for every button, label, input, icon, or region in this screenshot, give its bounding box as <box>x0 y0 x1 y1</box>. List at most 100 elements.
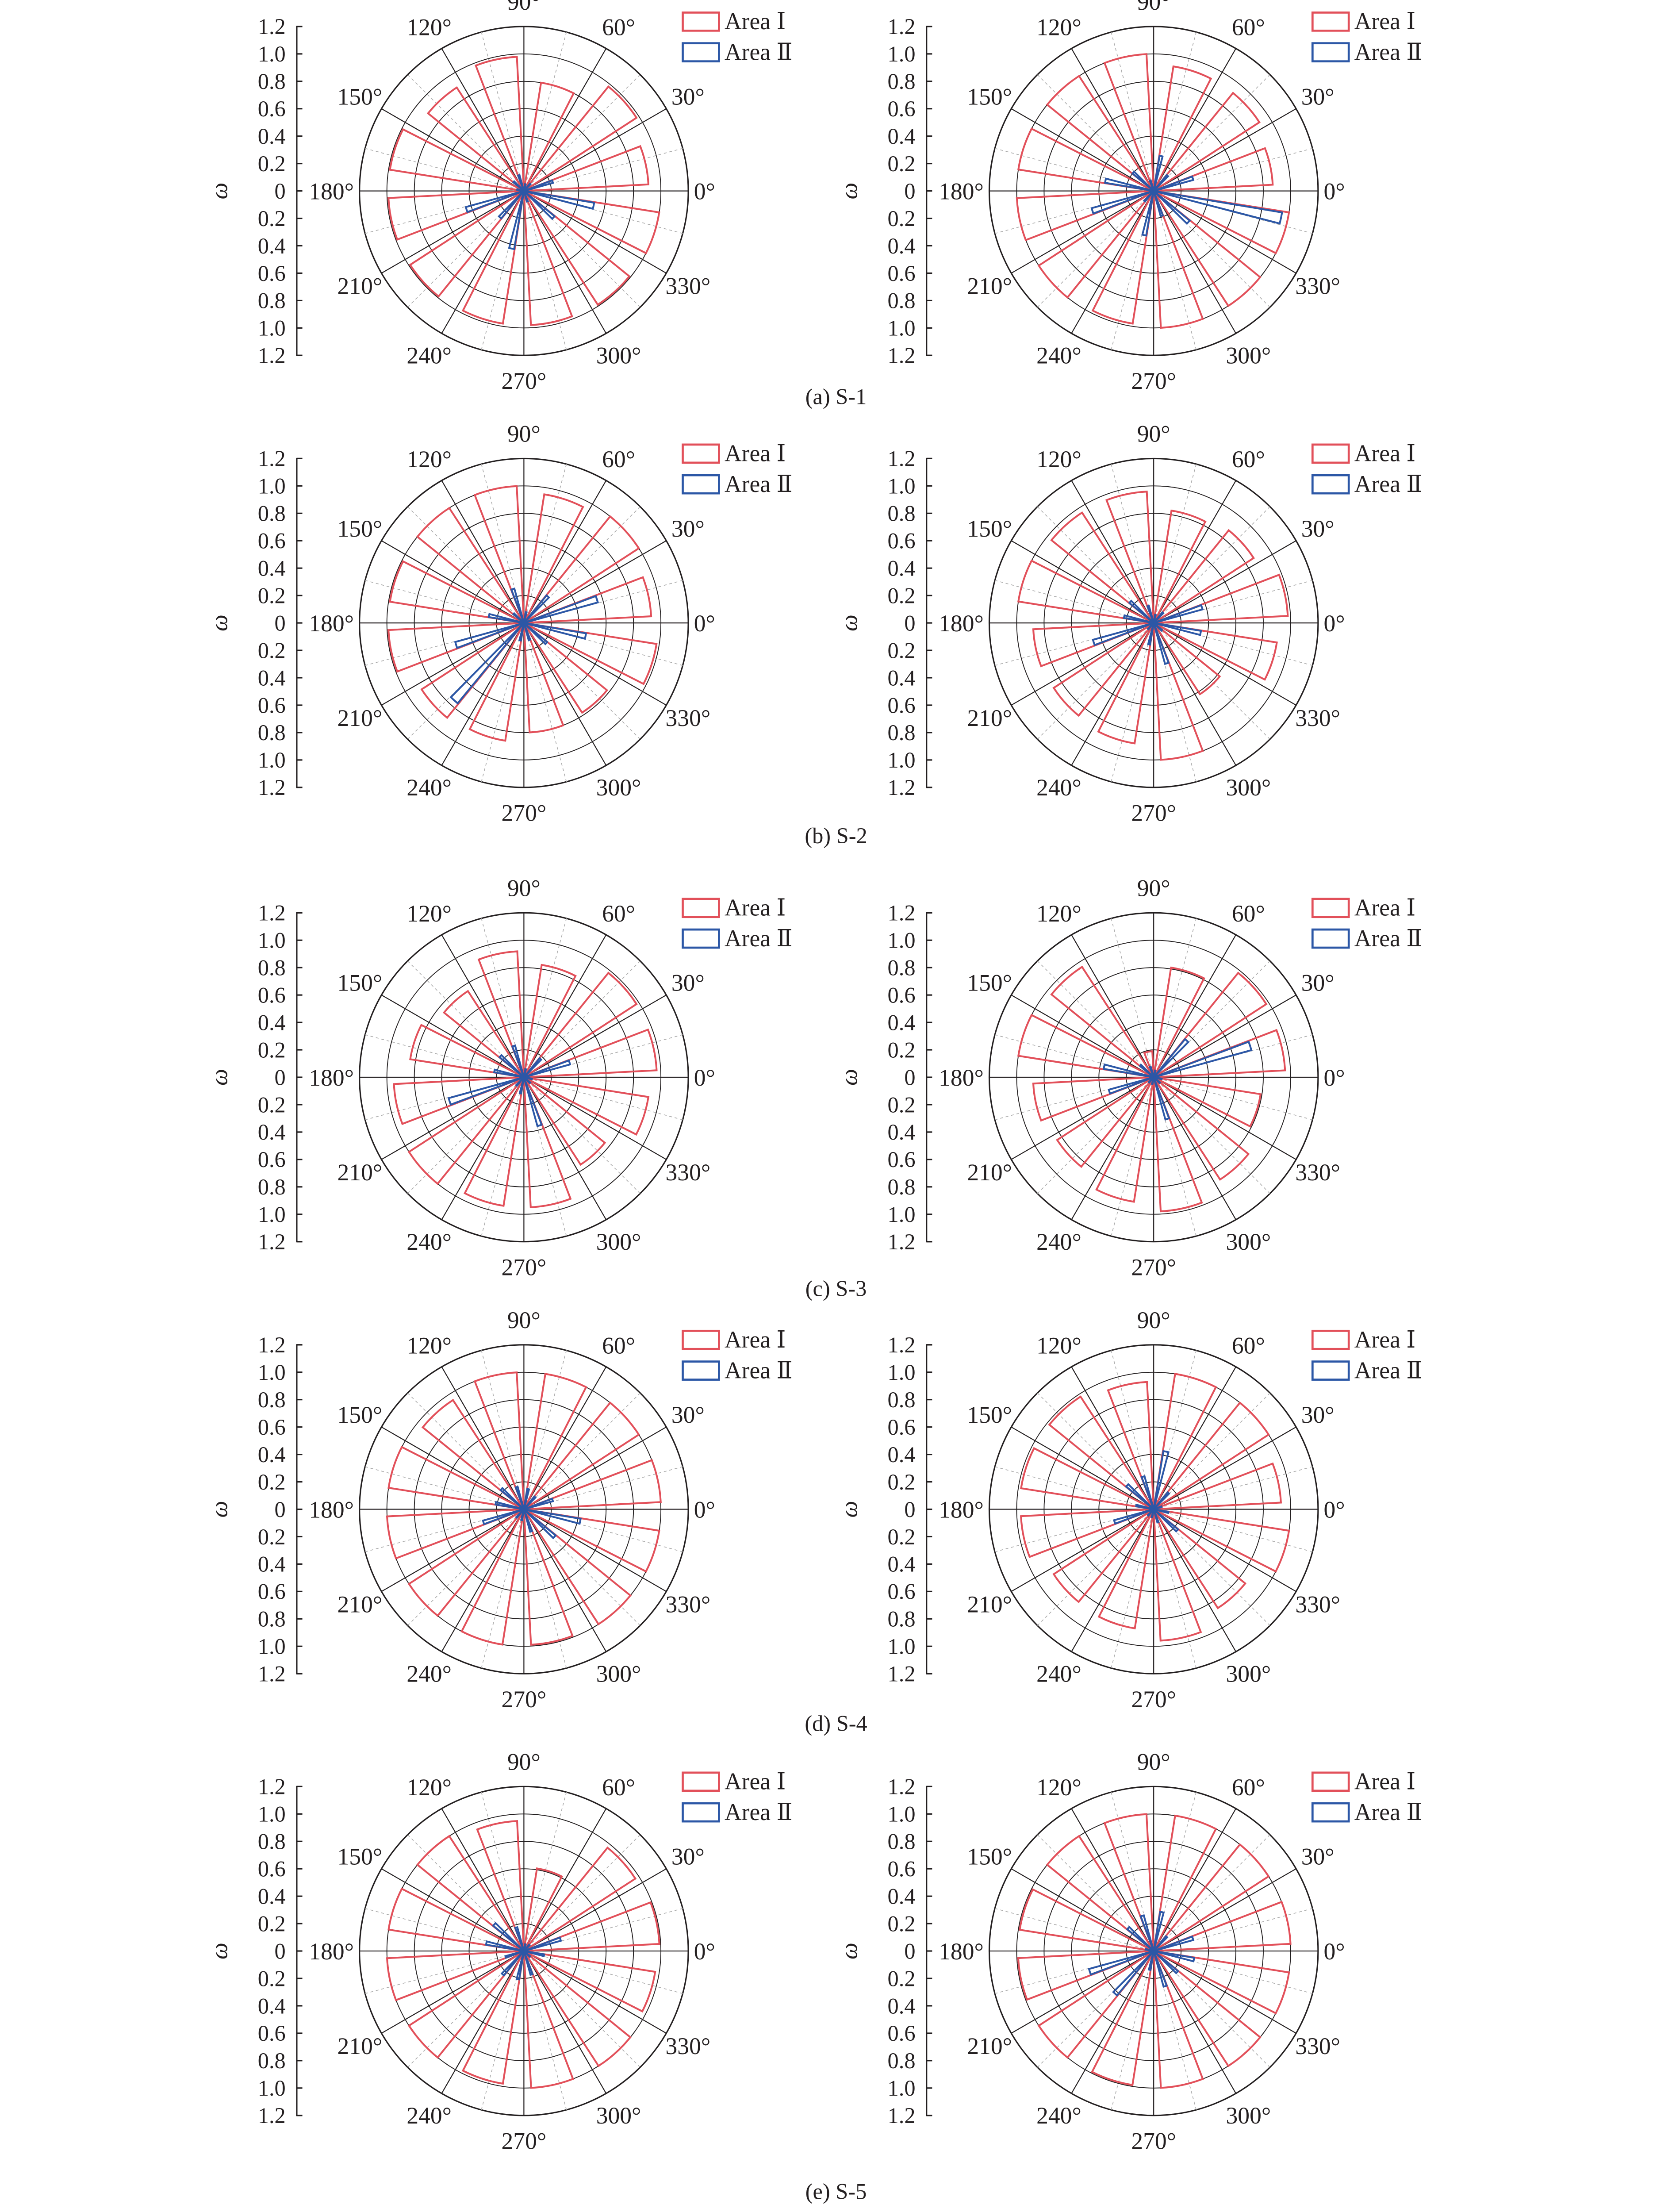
polar-grid <box>359 1344 689 1674</box>
omega-tick-label: 0.2 <box>888 1470 916 1494</box>
area-2-bar <box>1148 179 1155 192</box>
angle-label: 240° <box>406 342 452 369</box>
omega-tick-label: 1.2 <box>258 775 286 800</box>
angle-label: 270° <box>1131 799 1176 826</box>
area-1-bar <box>407 1508 525 1617</box>
area-1-bar <box>1032 622 1154 668</box>
area-1-bar <box>523 493 584 624</box>
grid-spoke <box>523 1509 667 1592</box>
omega-tick-label: 0.8 <box>258 720 286 745</box>
angle-label: 120° <box>406 1332 452 1359</box>
angle-label: 180° <box>309 610 354 637</box>
area-1-bar <box>523 1508 632 1626</box>
area-2-bar <box>1153 1069 1157 1078</box>
area-1-bar <box>523 81 575 192</box>
angle-label: 120° <box>406 14 452 40</box>
omega-tick-label: 0.2 <box>258 1525 286 1549</box>
grid-spoke <box>1153 48 1237 192</box>
omega-tick-label: 0 <box>275 1939 286 1963</box>
area-2-bar <box>1135 1503 1154 1510</box>
grid-spoke <box>523 1868 667 1952</box>
area-1-bar <box>1046 1835 1154 1952</box>
omega-tick-label: 0.6 <box>258 693 286 718</box>
area-1-bar <box>1153 509 1207 624</box>
angle-label: 330° <box>666 1159 711 1186</box>
omega-tick-label: 0.4 <box>258 1552 286 1577</box>
legend-label-area-2: Area Ⅱ <box>1354 1799 1423 1825</box>
angle-label: 150° <box>967 970 1012 996</box>
angle-label: 300° <box>596 1229 641 1255</box>
area-2-bar <box>515 1076 525 1087</box>
area-1-bar <box>387 1887 525 1952</box>
angle-label: 240° <box>406 1229 452 1255</box>
series-area-2 <box>447 1044 571 1127</box>
omega-tick-label: 1.0 <box>258 1202 286 1227</box>
grid-spoke <box>1011 540 1154 624</box>
grid-spoke <box>441 191 525 334</box>
omega-tick-label: 0.2 <box>888 638 916 663</box>
angle-label: 210° <box>967 273 1012 300</box>
area-1-bar <box>1153 972 1268 1078</box>
area-1-bar <box>1103 53 1155 192</box>
area-2-bar <box>487 613 524 624</box>
area-1-bar <box>477 950 525 1078</box>
area-1-bar <box>1052 1508 1154 1603</box>
omega-tick-label: 0 <box>275 179 286 204</box>
legend: Area Ⅰ Area Ⅱ <box>682 440 793 497</box>
angle-label: 60° <box>602 1774 635 1801</box>
angle-label: 90° <box>507 1749 541 1775</box>
grid-spoke <box>381 1426 524 1510</box>
area-1-bar <box>461 190 525 325</box>
grid-spoke <box>523 995 667 1078</box>
omega-tick-label: 0.6 <box>888 261 916 286</box>
area-1-bar <box>416 1835 525 1952</box>
area-2-bar <box>1153 1076 1163 1081</box>
area-2-bar <box>1153 1077 1170 1121</box>
angle-label: 330° <box>666 2033 711 2059</box>
angle-label: 300° <box>596 2102 641 2129</box>
area-1-bar <box>523 515 640 624</box>
angle-label: 330° <box>666 273 711 300</box>
area-1-bar <box>1153 1508 1290 1573</box>
angle-label: 270° <box>502 2128 547 2154</box>
angle-label: 270° <box>1131 1686 1176 1713</box>
omega-tick-label: 0.6 <box>888 693 916 718</box>
angle-label: 30° <box>671 970 705 996</box>
area-2-bar <box>523 1077 543 1127</box>
grid-spoke <box>1071 1509 1154 1652</box>
angle-label: 210° <box>967 1159 1012 1186</box>
area-1-bar <box>386 1950 525 2001</box>
area-1-bar <box>1153 1950 1262 2067</box>
omega-tick-label: 0.2 <box>258 583 286 608</box>
omega-tick-label: 1.2 <box>888 901 916 926</box>
omega-tick-label: 0.4 <box>888 1010 916 1035</box>
omega-axis-label: ω <box>206 1069 232 1086</box>
angle-label: 240° <box>1036 342 1081 369</box>
omega-tick-label: 1.2 <box>888 1774 916 1799</box>
area-1-bar <box>1017 1950 1154 2001</box>
omega-tick-label: 0.8 <box>258 1387 286 1412</box>
omega-tick-label: 0.4 <box>258 556 286 581</box>
legend-label-area-1: Area Ⅰ <box>725 440 786 467</box>
area-1-bar <box>1105 490 1155 623</box>
angle-label: 210° <box>967 2033 1012 2059</box>
angle-label: 300° <box>1226 2102 1271 2129</box>
angle-label: 150° <box>337 1402 383 1428</box>
angle-label: 60° <box>1232 1774 1265 1801</box>
omega-tick-label: 0.6 <box>258 1147 286 1172</box>
legend-label-area-1: Area Ⅰ <box>725 1326 786 1353</box>
legend-label-area-1: Area Ⅰ <box>1354 1768 1416 1795</box>
area-2-bar <box>523 1057 543 1078</box>
grid-spoke <box>441 622 525 766</box>
caption-b: (b) S-2 <box>805 823 867 848</box>
area-1-bar <box>1153 190 1290 254</box>
series-area-1 <box>387 56 660 326</box>
area-1-bar <box>407 1076 525 1185</box>
omega-tick-label: 1.2 <box>258 1229 286 1254</box>
area-1-bar <box>426 86 525 192</box>
angle-label: 60° <box>1232 1332 1265 1359</box>
grid-spoke <box>1011 622 1154 706</box>
legend-swatch-area-1 <box>682 443 720 464</box>
grid-spoke <box>381 540 524 624</box>
omega-tick-label: 0.4 <box>258 1120 286 1144</box>
